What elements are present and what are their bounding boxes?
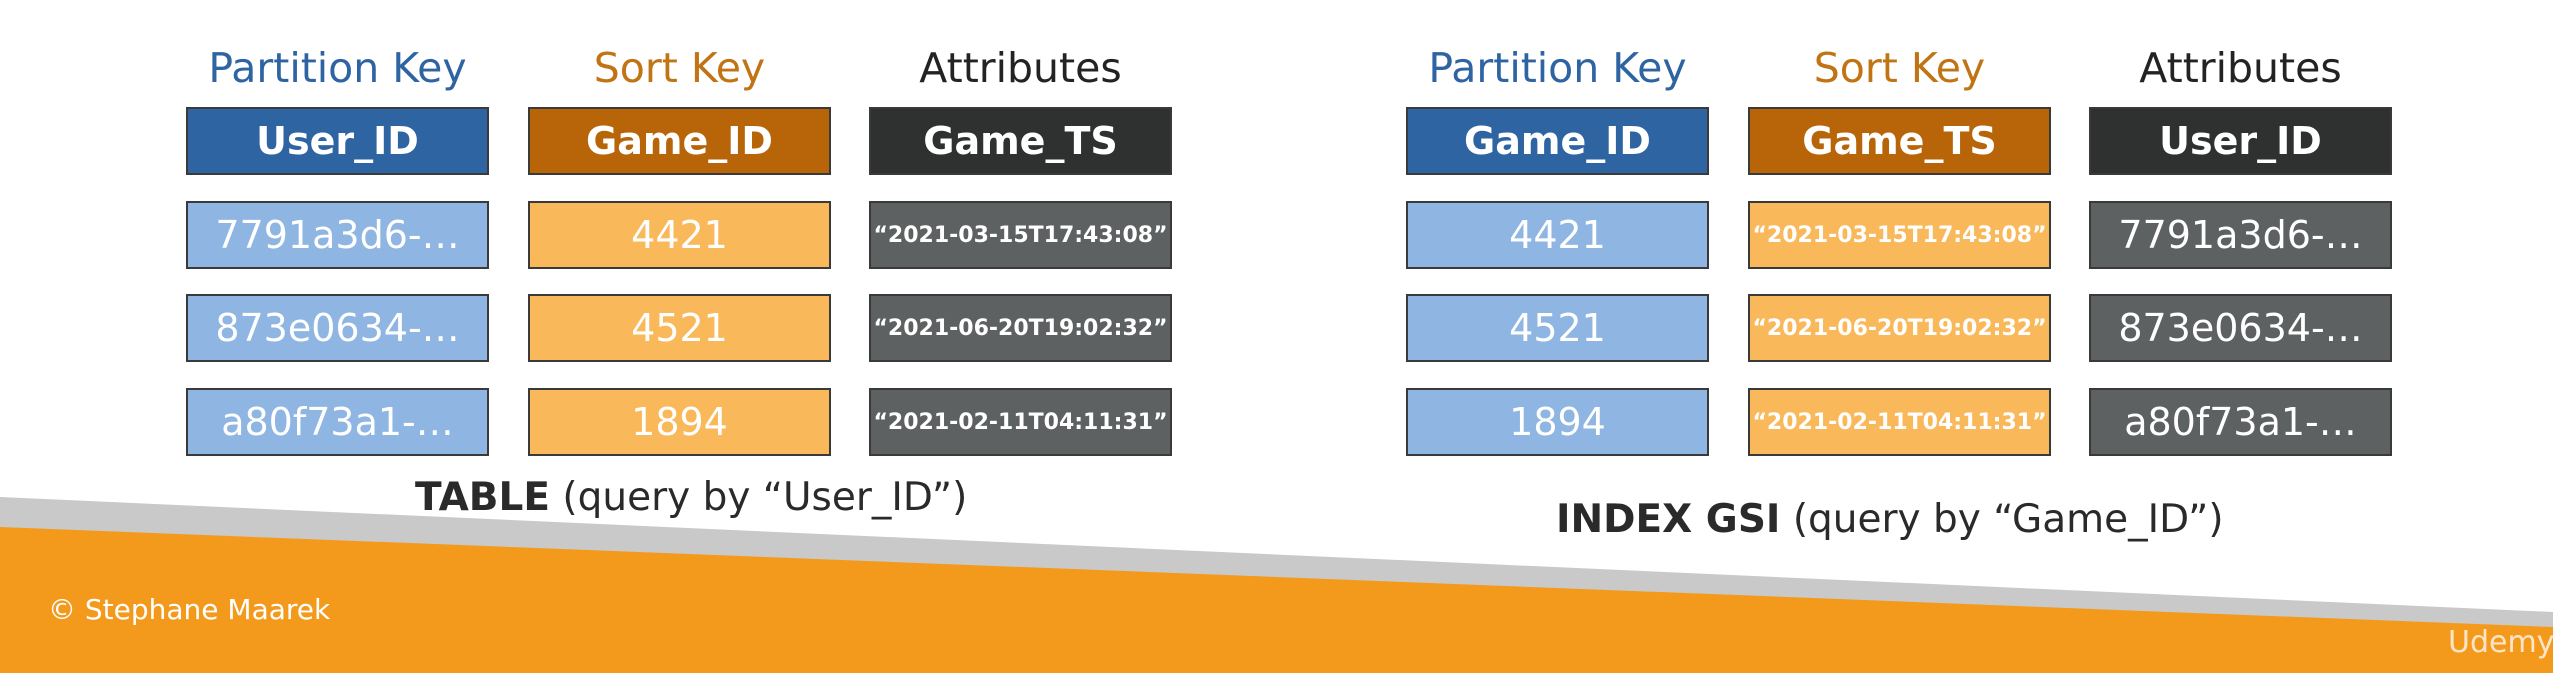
header-game-id: Game_ID [1406,107,1709,175]
caption-bold: INDEX GSI [1556,497,1781,542]
header-user-id: User_ID [2089,107,2392,175]
header-game-ts: Game_TS [869,107,1172,175]
table-cell: a80f73a1-… [2089,388,2392,456]
header-game-id: Game_ID [528,107,831,175]
caption-rest: (query by “Game_ID”) [1780,497,2224,542]
partition-key-title: Partition Key [208,44,467,92]
table-cell: 1894 [1406,388,1709,456]
table-cell: “2021-06-20T19:02:32” [869,294,1172,362]
header-game-ts: Game_TS [1748,107,2051,175]
sort-key-title: Sort Key [1813,44,1986,92]
table-cell: 4521 [528,294,831,362]
table-cell: “2021-03-15T17:43:08” [869,201,1172,269]
table-cell: 7791a3d6-… [2089,201,2392,269]
caption-bold: TABLE [415,475,550,520]
table-cell: 4521 [1406,294,1709,362]
table-cell: “2021-06-20T19:02:32” [1748,294,2051,362]
table-cell: 873e0634-… [2089,294,2392,362]
table-cell: a80f73a1-… [186,388,489,456]
partition-key-title: Partition Key [1428,44,1687,92]
copyright-text: © Stephane Maarek [48,593,331,626]
table-cell: “2021-03-15T17:43:08” [1748,201,2051,269]
table-cell: 7791a3d6-… [186,201,489,269]
header-user-id: User_ID [186,107,489,175]
table-cell: “2021-02-11T04:11:31” [869,388,1172,456]
table-cell: 4421 [528,201,831,269]
table-cell: 1894 [528,388,831,456]
udemy-watermark: Udemy [2448,625,2553,660]
caption-rest: (query by “User_ID”) [549,475,968,520]
base-table-diagram: Partition Key Sort Key Attributes User_I… [0,0,1250,560]
table-cell: 4421 [1406,201,1709,269]
sort-key-title: Sort Key [593,44,766,92]
table-caption: TABLE (query by “User_ID”) [415,470,967,526]
index-caption: INDEX GSI (query by “Game_ID”) [1556,492,2224,548]
table-cell: “2021-02-11T04:11:31” [1748,388,2051,456]
attributes-title: Attributes [919,44,1122,92]
gsi-index-diagram: Partition Key Sort Key Attributes Game_I… [1300,0,2553,560]
attributes-title: Attributes [2139,44,2342,92]
orange-band [0,527,2553,673]
table-cell: 873e0634-… [186,294,489,362]
